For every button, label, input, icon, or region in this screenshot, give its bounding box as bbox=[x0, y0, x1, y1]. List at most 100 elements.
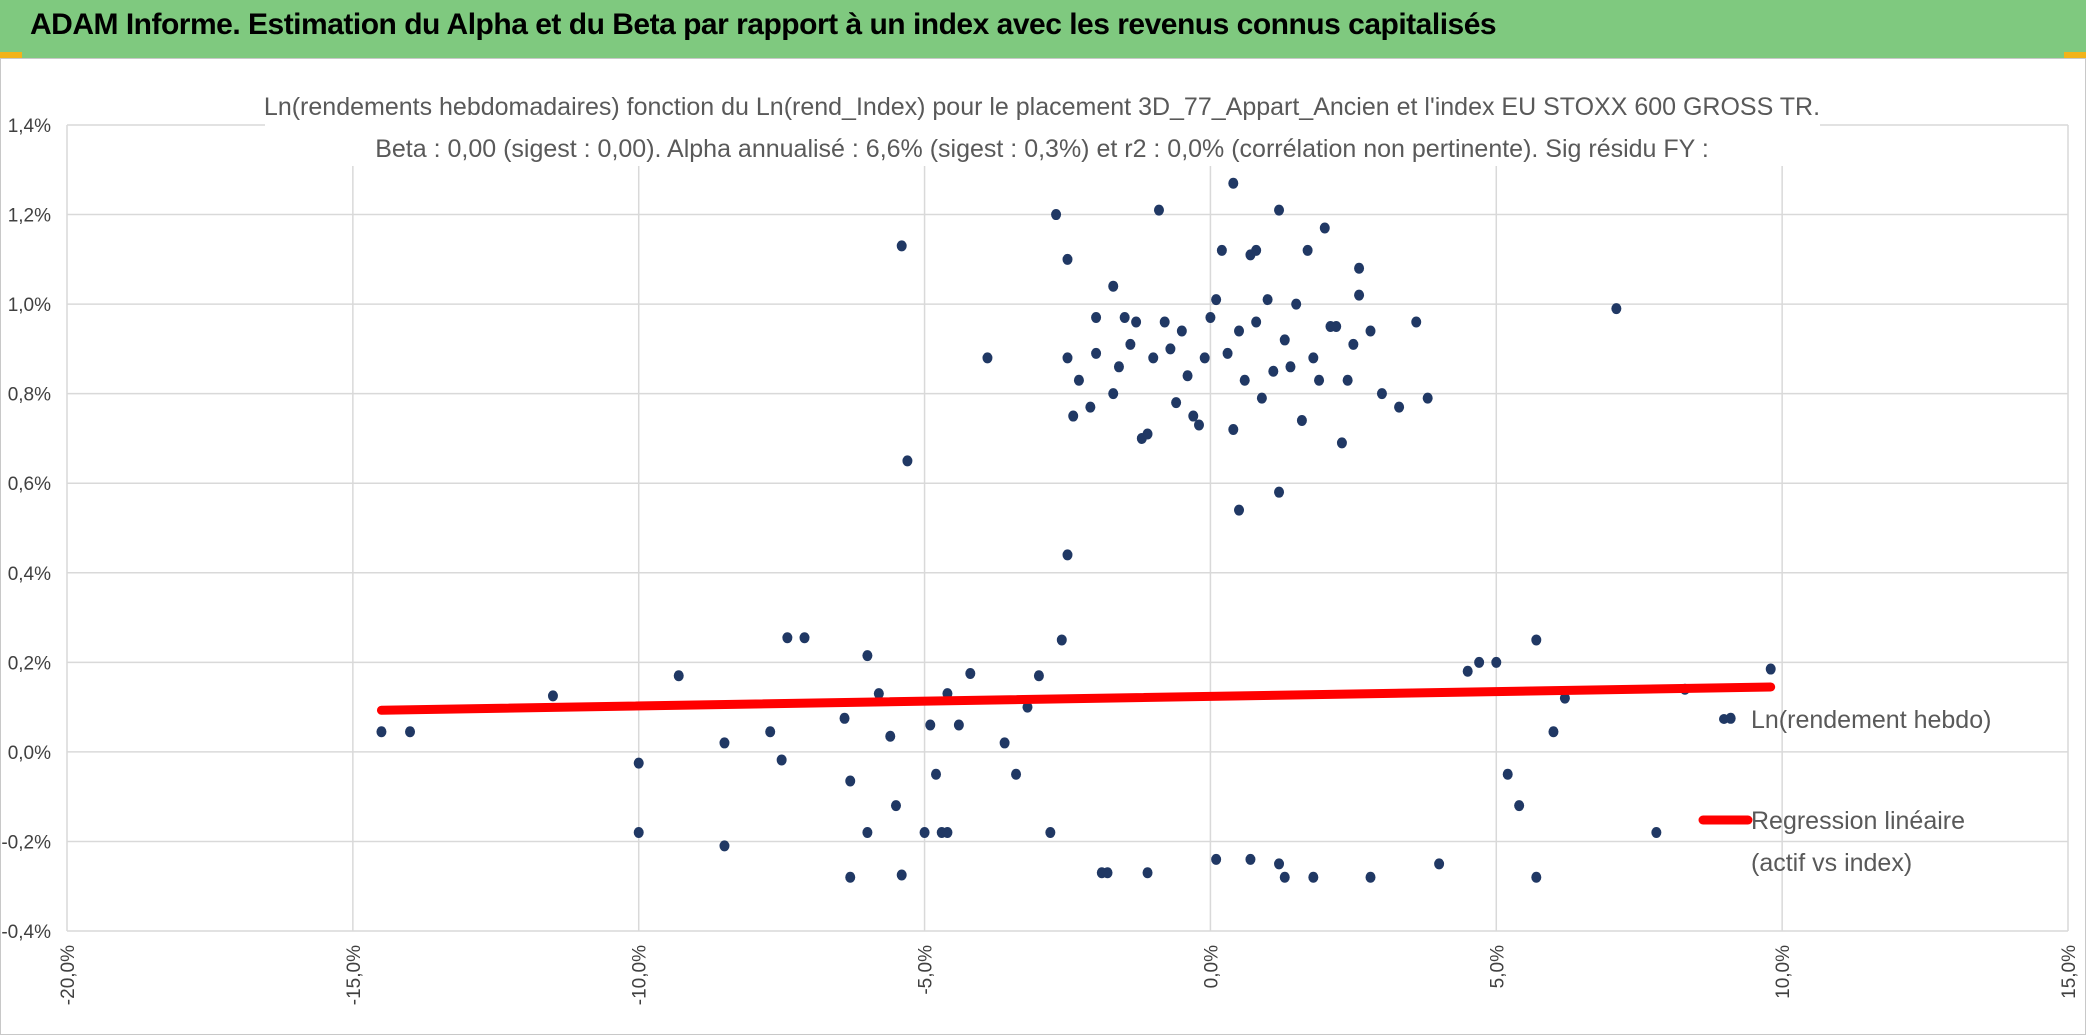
data-point bbox=[1256, 392, 1267, 404]
data-point bbox=[1068, 410, 1079, 422]
regression-line bbox=[376, 682, 1776, 715]
data-point bbox=[1302, 244, 1313, 256]
data-point bbox=[1022, 701, 1033, 713]
data-point bbox=[1531, 634, 1542, 646]
data-point bbox=[765, 726, 776, 738]
data-point bbox=[1251, 244, 1262, 256]
data-point bbox=[1033, 670, 1044, 682]
data-point bbox=[1491, 656, 1502, 668]
y-tick-label: 0,8% bbox=[8, 385, 51, 406]
data-point bbox=[1462, 665, 1473, 677]
data-point bbox=[1245, 853, 1256, 865]
x-tick-label: 0,0% bbox=[1201, 945, 1222, 988]
data-point bbox=[1051, 209, 1062, 221]
chart-title-line2: Beta : 0,00 (sigest : 0,00). Alpha annua… bbox=[375, 135, 1709, 163]
data-point bbox=[896, 869, 907, 881]
data-point bbox=[1376, 388, 1387, 400]
x-tick-label: 15,0% bbox=[2059, 945, 2080, 999]
data-point bbox=[1199, 352, 1210, 364]
legend-label-regression-line1: Regression linéaire bbox=[1751, 807, 1965, 835]
data-point bbox=[1131, 316, 1142, 328]
regression-line-group bbox=[376, 682, 1776, 715]
x-tick-label: 10,0% bbox=[1773, 945, 1794, 999]
y-tick-label: 1,4% bbox=[8, 116, 51, 137]
legend-label-regression-line2: (actif vs index) bbox=[1751, 849, 1912, 877]
data-point bbox=[1193, 419, 1204, 431]
data-point bbox=[1514, 800, 1525, 812]
data-point bbox=[919, 826, 930, 838]
data-point bbox=[1148, 352, 1159, 364]
data-point bbox=[799, 632, 810, 644]
data-point bbox=[1056, 634, 1067, 646]
data-point bbox=[965, 668, 976, 680]
x-tick-label: 5,0% bbox=[1487, 945, 1508, 988]
right-corner-marker bbox=[2064, 52, 2086, 60]
data-point bbox=[1182, 370, 1193, 382]
data-point bbox=[1474, 656, 1485, 668]
data-point bbox=[1188, 410, 1199, 422]
data-point bbox=[999, 737, 1010, 749]
data-point bbox=[953, 719, 964, 731]
data-point bbox=[1296, 415, 1307, 427]
data-point bbox=[1125, 338, 1136, 350]
data-point bbox=[1108, 388, 1119, 400]
data-point bbox=[1394, 401, 1405, 413]
data-point bbox=[902, 455, 913, 467]
chart-title-line1: Ln(rendements hebdomadaires) fonction du… bbox=[264, 93, 1820, 121]
x-tick-label: -15,0% bbox=[344, 945, 365, 1005]
data-point bbox=[1073, 374, 1084, 386]
y-tick-label: 0,4% bbox=[8, 564, 51, 585]
data-point bbox=[1045, 826, 1056, 838]
data-point bbox=[1102, 867, 1113, 879]
data-point bbox=[1228, 423, 1239, 435]
data-point bbox=[1314, 374, 1325, 386]
data-point bbox=[1531, 871, 1542, 883]
data-point bbox=[1354, 262, 1365, 274]
data-point bbox=[1239, 374, 1250, 386]
data-point bbox=[1222, 347, 1233, 359]
data-point bbox=[1216, 244, 1227, 256]
data-point bbox=[942, 826, 953, 838]
report-header-banner: ADAM Informe. Estimation du Alpha et du … bbox=[0, 0, 2086, 58]
data-point bbox=[782, 632, 793, 644]
data-point bbox=[1348, 338, 1359, 350]
data-point bbox=[1211, 294, 1222, 306]
data-point bbox=[719, 737, 730, 749]
data-point bbox=[1422, 392, 1433, 404]
data-point bbox=[982, 352, 993, 364]
data-point bbox=[1342, 374, 1353, 386]
gridlines bbox=[66, 124, 2069, 932]
data-point bbox=[890, 800, 901, 812]
data-point bbox=[1153, 204, 1164, 216]
data-point bbox=[925, 719, 936, 731]
data-point bbox=[1062, 352, 1073, 364]
y-tick-label: 0,0% bbox=[8, 743, 51, 764]
data-point bbox=[1205, 312, 1216, 324]
data-point bbox=[776, 754, 787, 766]
data-point bbox=[873, 688, 884, 700]
data-point bbox=[1062, 549, 1073, 561]
chart-title-group: Ln(rendements hebdomadaires) fonction du… bbox=[264, 86, 1820, 166]
data-point bbox=[1062, 253, 1073, 265]
data-point bbox=[1291, 298, 1302, 310]
data-point bbox=[376, 726, 387, 738]
data-points bbox=[376, 177, 1776, 883]
data-point bbox=[547, 690, 558, 702]
data-point bbox=[1365, 325, 1376, 337]
data-point bbox=[1085, 401, 1096, 413]
axes: -0,4% -0,2% 0,0% 0,2% 0,4% 0,6% 0,8% 1,0% 1,2% 1,… bbox=[1, 116, 2080, 1005]
data-point bbox=[673, 670, 684, 682]
data-point bbox=[1354, 289, 1365, 301]
left-corner-marker bbox=[0, 52, 22, 60]
data-point bbox=[1274, 858, 1285, 870]
data-point bbox=[1285, 361, 1296, 373]
data-point bbox=[896, 240, 907, 252]
data-point bbox=[1119, 312, 1130, 324]
data-point bbox=[1559, 692, 1570, 704]
data-point bbox=[1268, 365, 1279, 377]
data-point bbox=[1308, 352, 1319, 364]
chart-area bbox=[0, 58, 2086, 1035]
data-point bbox=[1274, 486, 1285, 498]
y-tick-label: -0,2% bbox=[1, 832, 51, 853]
